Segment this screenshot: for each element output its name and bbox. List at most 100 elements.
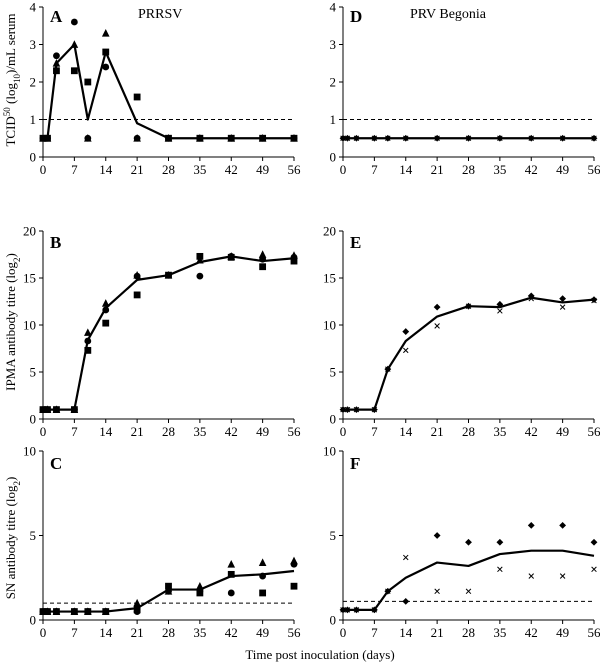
panel-label-a: A [50,7,63,26]
x-tick-label-a-14: 14 [99,162,113,177]
point-e-cross-0-b [340,406,346,413]
y-tick-label-f-10: 10 [323,444,336,459]
x-tick-label-f-7: 7 [371,625,378,640]
x-tick-label-c-21: 21 [131,625,144,640]
point-c-triangle-11 [290,556,298,565]
point-a-triangle-3 [70,40,79,48]
point-f-cross-7-b [465,588,472,595]
y-tick-label-b-15: 15 [23,271,36,286]
point-c-triangle-7 [164,587,173,595]
point-e-cross-11 [591,297,597,304]
point-f-cross-9 [528,573,535,579]
x-tick-label-c-7: 7 [71,625,78,640]
point-d-cross-5 [402,135,409,142]
x-tick-label-a-21: 21 [131,162,144,177]
point-f-diamond-10 [559,521,567,529]
point-f-cross-3-b [371,607,378,613]
point-d-cross-11 [591,135,597,142]
mean-line-a [43,43,294,140]
point-a-square-2 [53,67,60,75]
point-b-square-3 [70,406,78,413]
x-tick-label-f-42: 42 [525,625,538,640]
point-e-cross-2-b [353,406,360,413]
y-tick-label-d-2: 2 [330,75,337,90]
point-c-square-11 [290,582,298,590]
x-tick-label-a-35: 35 [193,162,206,177]
x-tick-label-f-49: 49 [556,625,569,640]
point-e-cross-4-b [385,366,391,372]
point-e-diamond-6 [433,303,441,311]
point-a-square-1 [44,134,51,142]
y-tick-label-c-5: 5 [30,528,37,543]
point-e-cross-8-b [497,308,503,314]
point-b-square-8 [196,252,204,260]
point-f-cross-5 [402,554,409,561]
point-e-cross-9-b [528,295,535,302]
point-e-cross-0 [340,406,346,413]
point-d-cross-10-b [559,135,566,142]
point-e-cross-7-b [465,303,472,309]
x-tick-label-e-56: 56 [588,424,600,439]
y-tick-label-e-5: 5 [330,365,337,380]
point-c-square-0 [39,608,47,615]
mean-line-b [43,255,295,411]
point-c-circle-9 [227,589,235,597]
x-tick-label-e-49: 49 [556,424,569,439]
x-tick-label-a-28: 28 [162,162,175,177]
point-a-square-11 [290,134,298,142]
x-tick-label-c-42: 42 [225,625,238,640]
point-c-triangle-9 [227,560,236,568]
x-tick-label-f-21: 21 [431,625,444,640]
point-f-cross-0 [340,607,346,613]
point-e-cross-5-b [402,347,409,354]
point-e-cross-1 [344,406,351,413]
point-f-cross-2 [353,607,360,613]
x-tick-label-c-56: 56 [288,625,302,640]
point-d-cross-4 [385,135,391,142]
point-e-diamond-11 [590,296,598,304]
point-e-cross-10-b [559,304,566,310]
point-f-cross-11 [591,566,597,573]
x-tick-label-d-7: 7 [371,162,378,177]
point-f-cross-10-b [559,573,566,579]
panel-label-f: F [350,454,360,473]
point-e-diamond-5 [402,328,410,335]
y-tick-label-e-0: 0 [330,412,337,427]
x-tick-label-f-56: 56 [588,625,600,640]
x-tick-label-f-28: 28 [462,625,475,640]
point-e-diamond-8 [496,300,504,308]
point-f-diamond-6 [433,532,441,539]
point-c-square-1 [44,608,51,615]
point-e-diamond-10 [559,295,567,303]
point-a-square-9 [227,134,235,142]
ylabel-a: TCID50 (log10)/mL serum [2,13,22,146]
point-d-cross-9-b [528,135,535,142]
point-f-diamond-9 [527,521,535,529]
x-tick-label-d-49: 49 [556,162,569,177]
x-tick-label-d-42: 42 [525,162,538,177]
point-d-cross-6-b [434,135,440,142]
x-tick-label-b-21: 21 [131,424,144,439]
x-tick-label-d-0: 0 [340,162,347,177]
point-f-cross-9-b [528,573,535,579]
point-e-cross-2 [353,406,360,413]
point-c-circle-10 [259,572,267,580]
x-tick-label-e-7: 7 [371,424,378,439]
x-tick-label-d-28: 28 [462,162,475,177]
point-a-square-4 [84,78,92,86]
point-d-cross-11-b [591,135,597,142]
point-e-cross-3 [371,406,378,413]
point-e-cross-6 [434,323,440,329]
point-f-cross-6 [434,588,440,595]
mean-line-f [343,549,595,611]
y-tick-label-e-10: 10 [323,318,336,333]
point-c-square-4 [84,608,92,615]
y-tick-label-e-15: 15 [323,271,336,286]
y-tick-label-d-0: 0 [330,150,337,165]
point-a-circle-3 [70,18,78,26]
point-c-triangle-10 [258,558,267,566]
point-c-square-9 [227,570,235,578]
point-f-cross-10 [559,573,566,579]
point-a-square-7 [165,134,172,142]
